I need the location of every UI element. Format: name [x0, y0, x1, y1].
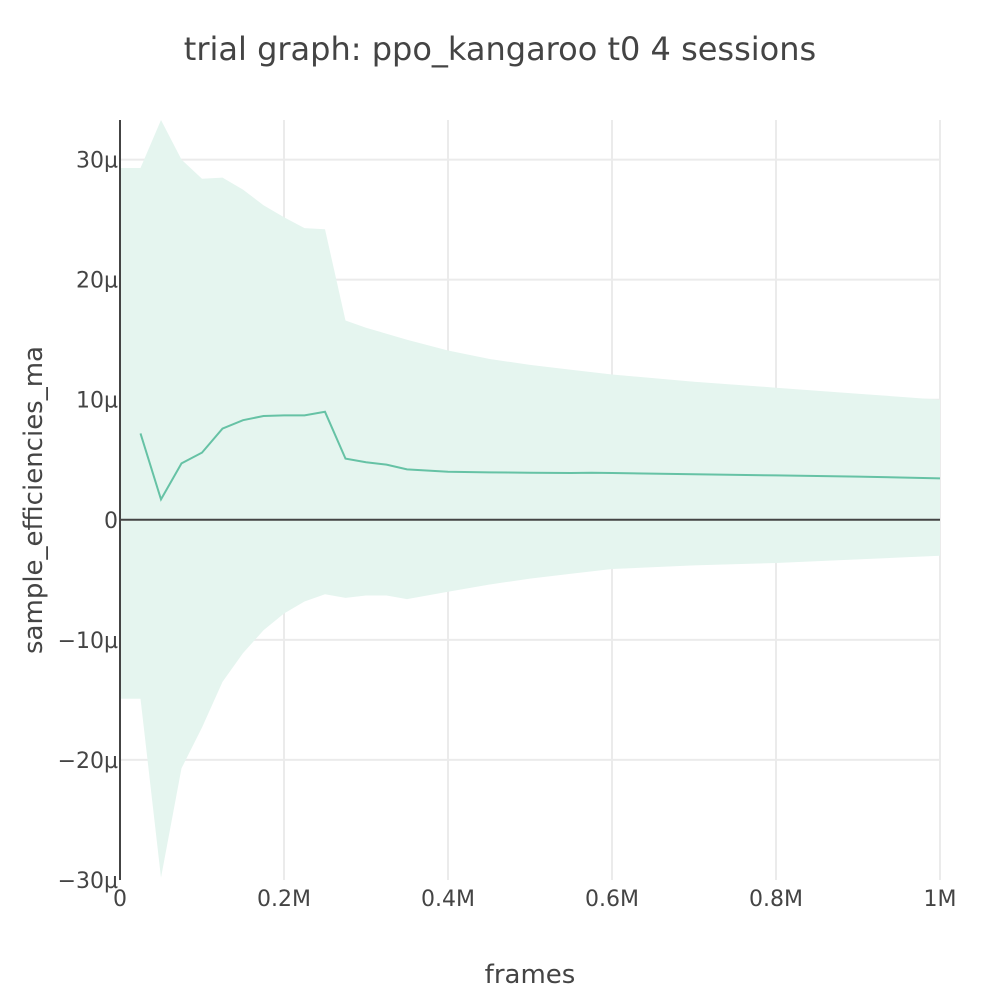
y-tick-label: 20µ	[76, 269, 118, 294]
y-tick-label: −10µ	[58, 629, 118, 654]
tick-label-layer: 0 0.2M 0.4M 0.6M 0.8M 1M 30µ 20µ 10µ 0 −10µ −20µ −30…	[58, 149, 957, 912]
series-line	[139, 410, 941, 502]
x-tick-label: 1M	[924, 887, 957, 912]
line-layer	[139, 410, 941, 502]
x-axis-title: frames	[485, 960, 576, 990]
band-layer	[120, 120, 940, 878]
y-axis-title: sample_efficiencies_ma	[19, 346, 49, 654]
y-tick-label: 30µ	[76, 149, 118, 174]
x-tick-label: 0.4M	[421, 887, 475, 912]
y-tick-label: −20µ	[58, 749, 118, 774]
x-tick-label: 0.6M	[585, 887, 639, 912]
y-tick-label: −30µ	[58, 869, 118, 894]
confidence-band	[120, 120, 940, 878]
x-tick-label: 0	[113, 887, 127, 912]
x-tick-label: 0.8M	[749, 887, 803, 912]
chart-title: trial graph: ppo_kangaroo t0 4 sessions	[184, 30, 816, 68]
x-tick-label: 0.2M	[257, 887, 311, 912]
y-tick-label: 10µ	[76, 389, 118, 414]
y-tick-label: 0	[104, 509, 118, 534]
